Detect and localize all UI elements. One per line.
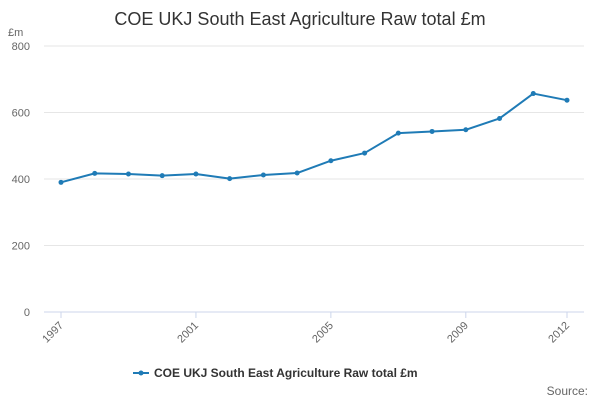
y-axis-ticks: 0 200 400 600 800 [12,41,30,319]
grid [44,45,584,246]
credits-source[interactable]: Source: [547,384,588,398]
data-point-2010 [497,115,503,121]
y-tick-label-400: 400 [12,174,30,186]
y-axis-label: £m [8,27,23,39]
x-tick-label-1997: 1997 [40,320,66,346]
series-group [58,91,570,185]
data-point-1999 [125,171,131,177]
data-point-2009 [463,127,469,133]
data-point-2002 [227,176,233,182]
data-point-2011 [530,91,536,97]
x-tick-label-2012: 2012 [546,320,572,346]
data-point-2003 [260,172,266,178]
y-tick-label-800: 800 [12,41,30,53]
data-point-1998 [92,170,98,176]
data-point-2000 [159,173,165,179]
legend-label: COE UKJ South East Agriculture Raw total… [154,366,418,380]
data-point-1997 [58,179,64,185]
chart-title: COE UKJ South East Agriculture Raw total… [114,9,485,29]
series-line-0 [60,92,568,184]
y-tick-label-200: 200 [12,241,30,253]
data-point-2006 [362,150,368,156]
data-point-2012 [564,97,570,103]
x-tick-label-2009: 2009 [445,320,471,346]
data-point-2004 [294,170,300,176]
legend-point-marker [138,370,144,376]
x-axis: 1997 2001 2005 2009 2012 [40,311,584,346]
data-point-2005 [328,158,334,164]
x-tick-label-2001: 2001 [175,320,201,346]
legend[interactable]: COE UKJ South East Agriculture Raw total… [133,366,418,380]
data-point-2001 [193,171,199,177]
x-tick-label-2005: 2005 [310,320,336,346]
data-point-2007 [395,130,401,136]
y-tick-label-600: 600 [12,108,30,120]
y-tick-label-0: 0 [24,307,30,319]
data-point-2008 [429,128,435,134]
